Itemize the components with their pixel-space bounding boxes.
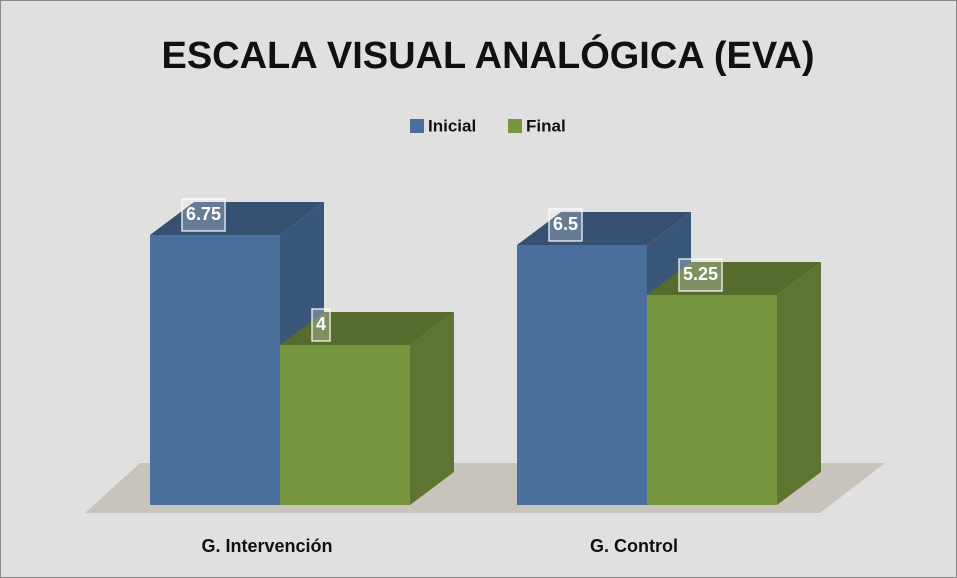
bar xyxy=(517,245,647,505)
bar xyxy=(280,345,410,505)
legend-label: Final xyxy=(526,116,566,135)
legend-label: Inicial xyxy=(428,116,476,135)
data-label-box xyxy=(311,308,331,342)
data-label-box xyxy=(181,198,226,232)
bar-top xyxy=(517,212,691,245)
bar-top xyxy=(150,202,324,235)
bar xyxy=(150,235,280,505)
data-label: 5.25 xyxy=(683,264,718,284)
bar-top xyxy=(647,262,821,295)
bar-side xyxy=(777,262,821,505)
data-label-box xyxy=(548,208,583,242)
x-tick-label: G. Intervención xyxy=(201,536,332,556)
bar-top xyxy=(280,312,454,345)
chart-title: ESCALA VISUAL ANALÓGICA (EVA) xyxy=(161,33,814,77)
bar xyxy=(647,295,777,505)
x-tick-label: G. Control xyxy=(590,536,678,556)
legend-swatch xyxy=(508,119,522,133)
data-label-box xyxy=(678,258,723,292)
data-label: 6.5 xyxy=(553,214,578,234)
data-label: 6.75 xyxy=(186,204,221,224)
data-label: 4 xyxy=(316,314,326,334)
legend-swatch xyxy=(410,119,424,133)
bar-side xyxy=(410,312,454,505)
